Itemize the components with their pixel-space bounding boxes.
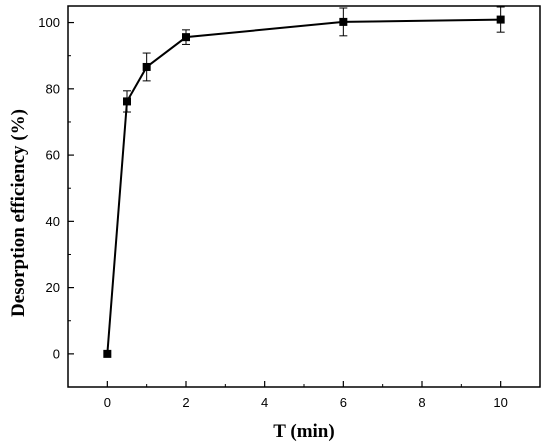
data-point — [103, 349, 112, 358]
y-tick-label: 60 — [46, 148, 60, 163]
x-tick-label: 10 — [493, 395, 507, 410]
x-tick-label: 4 — [261, 395, 268, 410]
plot-frame — [67, 5, 541, 388]
y-tick-label: 100 — [38, 15, 60, 30]
y-tick-label: 0 — [53, 346, 60, 361]
x-tick-label: 8 — [418, 395, 425, 410]
x-tick-label: 0 — [104, 395, 111, 410]
x-axis-label: T (min) — [273, 421, 334, 442]
data-point — [142, 62, 151, 71]
data-point — [496, 15, 505, 24]
x-tick-label: 2 — [182, 395, 189, 410]
y-tick-label: 20 — [46, 280, 60, 295]
x-tick-label: 6 — [340, 395, 347, 410]
data-point — [123, 97, 131, 106]
y-axis-label: Desorption efficiency (%) — [8, 109, 29, 317]
series-line — [106, 18, 501, 354]
y-tick-label: 40 — [46, 214, 60, 229]
data-point — [339, 17, 348, 26]
data-point — [182, 33, 190, 42]
data-marks — [103, 6, 505, 358]
y-tick-label: 80 — [46, 81, 60, 96]
